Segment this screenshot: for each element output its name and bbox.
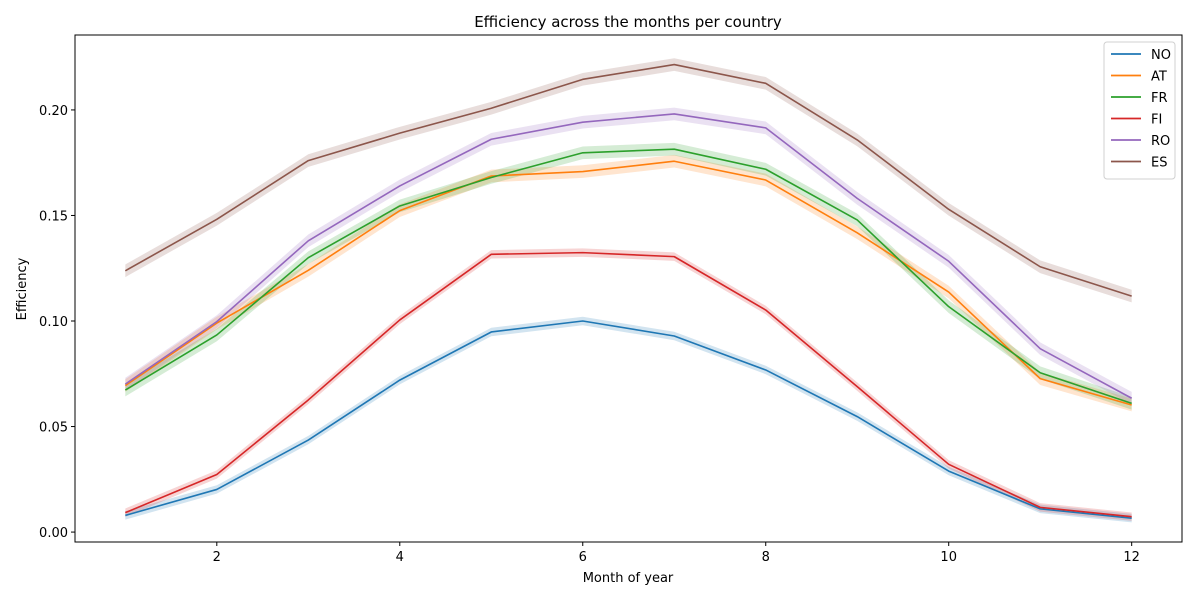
legend-item-fi: FI [1111, 113, 1162, 128]
chart-title: Efficiency across the months per country [474, 13, 782, 31]
x-axis-label: Month of year [583, 571, 674, 586]
series-line-fi [125, 251, 1132, 518]
legend-item-ro: RO [1111, 134, 1170, 149]
legend-label: RO [1151, 134, 1170, 149]
x-tick-label: 4 [396, 550, 404, 565]
y-axis-label: Efficiency [15, 257, 30, 320]
y-tick-label: 0.00 [39, 526, 68, 541]
legend: NO AT FR FI RO ES [1103, 41, 1176, 180]
series-line-fr [124, 148, 1132, 405]
y-tick-label: 0.05 [39, 421, 68, 436]
series-line-es [124, 63, 1132, 297]
y-tick-label: 0.15 [39, 209, 68, 224]
confidence-band-at [125, 154, 1132, 412]
series-line-ro [124, 113, 1133, 399]
confidence-band-no [125, 316, 1132, 523]
legend-item-es: ES [1111, 156, 1167, 171]
x-tick-label: 6 [579, 550, 587, 565]
x-tick-label: 2 [213, 550, 221, 565]
x-tick-label: 8 [762, 550, 770, 565]
y-tick-label: 0.20 [39, 104, 68, 119]
legend-item-at: AT [1111, 70, 1167, 85]
series-line-at [124, 160, 1132, 406]
legend-label: NO [1151, 48, 1171, 63]
legend-label: AT [1151, 70, 1167, 85]
x-axis-ticks: 2 4 6 8 10 12 [213, 542, 1140, 565]
y-axis-ticks: 0.00 0.05 0.10 0.15 0.20 [39, 104, 75, 541]
x-tick-label: 12 [1123, 550, 1140, 565]
series-line-no [125, 320, 1132, 519]
legend-item-no: NO [1111, 48, 1171, 63]
legend-label: FI [1151, 113, 1162, 128]
axes-frame [74, 34, 1183, 543]
plot-area [124, 58, 1133, 523]
legend-item-fr: FR [1111, 91, 1168, 106]
legend-label: FR [1151, 91, 1168, 106]
x-tick-label: 10 [940, 550, 957, 565]
y-tick-label: 0.10 [39, 315, 68, 330]
legend-label: ES [1151, 156, 1167, 171]
